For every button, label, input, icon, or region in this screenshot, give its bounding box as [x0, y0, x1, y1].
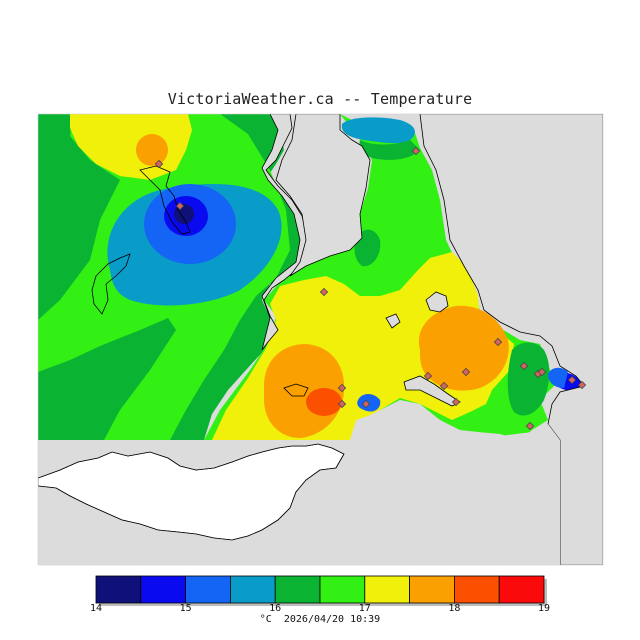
field-north-green-strip [359, 140, 420, 160]
legend-unit: °C [259, 614, 272, 625]
station-marker [525, 421, 535, 431]
legend-bin [229, 575, 276, 604]
station-marker [461, 367, 471, 377]
island-outline-east2 [385, 313, 401, 329]
station-marker [439, 381, 449, 391]
legend-tick-label: 18 [448, 603, 461, 614]
legend-bin [140, 575, 187, 604]
field-east-orange [418, 305, 509, 391]
legend-tick-label: 14 [89, 603, 103, 614]
station-marker [337, 399, 347, 409]
station-marker [567, 375, 577, 385]
legend-tick-label: 15 [179, 603, 192, 614]
island-outline-east1 [425, 291, 449, 313]
legend-bin [319, 575, 366, 604]
map-title: VictoriaWeather.ca -- Temperature [167, 90, 473, 108]
station-marker [493, 337, 503, 347]
station-marker [361, 399, 371, 409]
station-marker [337, 383, 347, 393]
legend-tick-label: 17 [358, 603, 371, 614]
field-nw-green [38, 114, 120, 320]
field-victoria-lightblue [548, 367, 568, 388]
station-marker [519, 361, 529, 371]
field-north-cyan [341, 117, 415, 144]
legend-tick-label: 19 [537, 603, 551, 614]
map-frame [37, 113, 604, 566]
island-outline-lasqueti [91, 253, 131, 315]
land-mask-central [275, 114, 371, 277]
land-mask-south [38, 400, 560, 565]
station-marker [423, 371, 433, 381]
legend-timestamp: 2026/04/20 10:39 [283, 614, 381, 625]
legend-bin [453, 575, 500, 604]
field-north-orange [136, 134, 168, 166]
legend-bin [95, 575, 142, 604]
legend-bin [185, 575, 231, 604]
southern-land-outline [38, 443, 345, 541]
station-marker [411, 146, 421, 156]
legend-bin [409, 575, 455, 604]
field-victoria-green [507, 342, 550, 416]
island-outline-south [283, 383, 309, 397]
station-markers [154, 146, 587, 431]
station-marker [577, 380, 587, 390]
land-mask-mainland [261, 114, 309, 351]
station-marker [175, 201, 185, 211]
island-outline-texada [139, 165, 191, 235]
station-marker [154, 159, 164, 169]
legend-bin [364, 575, 410, 604]
legend-tick-label: 16 [269, 603, 282, 614]
legend-footer: °C 2026/04/20 10:39 [0, 614, 640, 625]
station-marker [451, 397, 461, 407]
station-marker [319, 287, 329, 297]
legend-bin [274, 575, 321, 604]
legend-bin [498, 575, 545, 604]
field-south-redorange [306, 388, 342, 416]
station-marker [537, 367, 547, 377]
